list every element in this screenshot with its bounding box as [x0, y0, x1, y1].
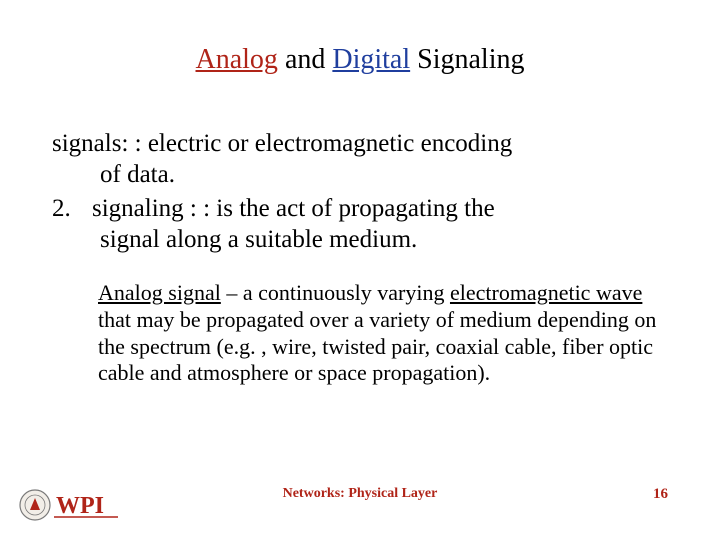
page-number: 16: [653, 486, 668, 503]
signals-line1: signals: : electric or electromagnetic e…: [52, 130, 512, 157]
analog-signal-sep: – a continuously varying: [221, 280, 450, 305]
slide-title: Analog and Digital Signaling: [0, 44, 720, 76]
analog-signal-rest: that may be propagated over a variety of…: [98, 307, 656, 386]
title-word-analog: Analog: [196, 44, 278, 75]
definition-signaling: 2.signaling : : is the act of propagatin…: [52, 193, 672, 256]
wpi-logo-svg: WPI: [18, 488, 128, 522]
list-number-2: 2.: [52, 193, 92, 224]
em-wave-term: electromagnetic wave: [450, 280, 642, 305]
title-word-digital: Digital: [332, 44, 410, 75]
signaling-line1: signaling : : is the act of propagating …: [92, 195, 495, 222]
wpi-logo: WPI: [18, 488, 128, 522]
signals-line2: of data.: [52, 159, 672, 190]
analog-signal-term: Analog signal: [98, 280, 221, 305]
body-text: signals: : electric or electromagnetic e…: [52, 128, 672, 255]
slide: { "title": { "w1": "Analog", "w2": " and…: [0, 0, 720, 540]
wpi-logo-text: WPI: [56, 493, 104, 519]
analog-signal-definition: Analog signal – a continuously varying e…: [98, 280, 658, 387]
definition-signals: signals: : electric or electromagnetic e…: [52, 128, 672, 191]
wpi-seal-icon: [20, 490, 50, 520]
title-word-signaling: Signaling: [410, 44, 524, 75]
title-word-and: and: [278, 44, 332, 75]
signaling-line2: signal along a suitable medium.: [52, 224, 672, 255]
